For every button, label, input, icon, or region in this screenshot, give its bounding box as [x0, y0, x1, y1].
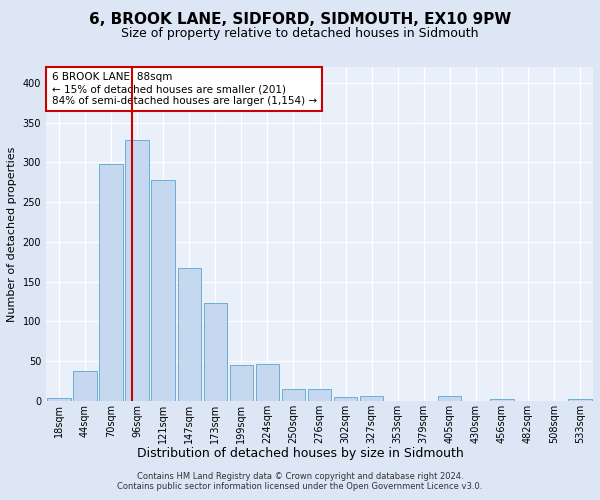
Text: Contains public sector information licensed under the Open Government Licence v3: Contains public sector information licen…: [118, 482, 482, 491]
Text: Size of property relative to detached houses in Sidmouth: Size of property relative to detached ho…: [121, 28, 479, 40]
Text: Distribution of detached houses by size in Sidmouth: Distribution of detached houses by size …: [137, 448, 463, 460]
Bar: [334, 397, 357, 401]
Bar: [360, 396, 383, 401]
Bar: [125, 140, 149, 401]
Bar: [178, 268, 201, 401]
Bar: [256, 364, 279, 401]
Bar: [282, 389, 305, 401]
Bar: [490, 398, 514, 401]
Bar: [438, 396, 461, 401]
Bar: [568, 398, 592, 401]
Bar: [100, 164, 123, 401]
Bar: [151, 180, 175, 401]
Text: Contains HM Land Registry data © Crown copyright and database right 2024.: Contains HM Land Registry data © Crown c…: [137, 472, 463, 481]
Text: 6 BROOK LANE: 88sqm
← 15% of detached houses are smaller (201)
84% of semi-detac: 6 BROOK LANE: 88sqm ← 15% of detached ho…: [52, 72, 317, 106]
Bar: [47, 398, 71, 401]
Text: 6, BROOK LANE, SIDFORD, SIDMOUTH, EX10 9PW: 6, BROOK LANE, SIDFORD, SIDMOUTH, EX10 9…: [89, 12, 511, 28]
Bar: [203, 303, 227, 401]
Bar: [73, 370, 97, 401]
Bar: [230, 365, 253, 401]
Bar: [308, 389, 331, 401]
Y-axis label: Number of detached properties: Number of detached properties: [7, 146, 17, 322]
